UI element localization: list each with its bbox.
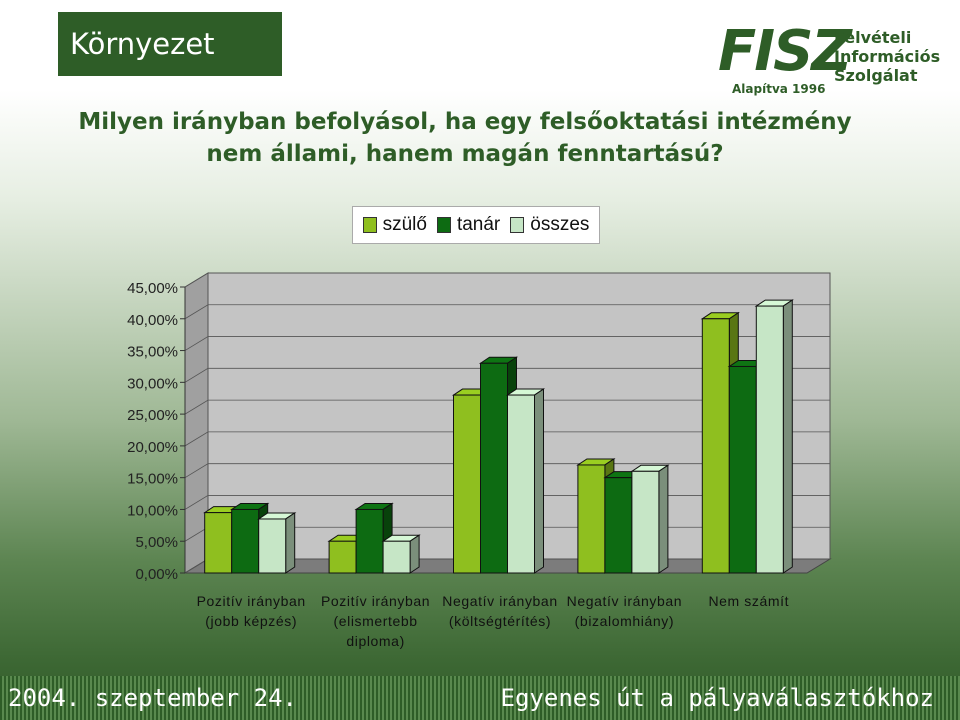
bar-szülő-4	[701, 318, 730, 574]
bar-side	[658, 464, 669, 574]
legend-swatch-tanar	[436, 217, 451, 233]
logo-line-2: Információs	[834, 47, 941, 66]
gridline	[184, 272, 830, 288]
bar-összes-4	[755, 305, 784, 574]
category-label: Negatív irányban	[567, 593, 682, 609]
chart-legend: szülő tanár összes	[352, 206, 600, 244]
y-tick-label: 45,00%	[127, 280, 178, 297]
fisz-logo: FISZ Felvételi Információs Szolgálat Ala…	[718, 19, 940, 102]
logo-founded: Alapítva 1996	[732, 82, 826, 96]
bar-összes-2	[507, 394, 535, 574]
legend-label-osszes: összes	[530, 214, 590, 235]
bar-szülő-1	[328, 540, 357, 574]
category-label: Pozitív irányban	[197, 593, 306, 609]
chart-title-line-1: Milyen irányban befolyásol, ha egy felső…	[78, 109, 852, 135]
chart-title-line-2: nem állami, hanem magán fenntartású?	[206, 141, 724, 167]
legend-label-tanar: tanár	[456, 214, 501, 235]
bar-összes-1	[382, 540, 411, 574]
bar-tanár-1	[355, 508, 384, 574]
category-label: Pozitív irányban	[321, 593, 430, 609]
bar-tanár-0	[231, 508, 260, 574]
bar-side	[409, 534, 420, 574]
footer-slogan: Egyenes út a pályaválasztókhoz	[500, 684, 934, 712]
category-label: Negatív irányban	[442, 593, 557, 609]
bar-tanár-4	[728, 365, 757, 574]
y-tick-label: 0,00%	[135, 566, 178, 583]
gridline	[184, 399, 830, 415]
y-tick-label: 40,00%	[127, 312, 178, 329]
category-label: (elismertebb	[333, 613, 417, 629]
y-tick-label: 5,00%	[135, 534, 178, 551]
bar-side	[534, 388, 544, 574]
category-label: (bizalomhiány)	[575, 613, 674, 629]
bar-tanár-2	[480, 362, 508, 574]
y-tick-label: 30,00%	[127, 375, 178, 392]
y-tick-label: 35,00%	[127, 344, 178, 361]
bar-szülő-2	[453, 394, 481, 574]
y-tick-label: 25,00%	[127, 407, 178, 424]
bar-chart: 0,00% 5,00% 10,00% 15,00% 20,00% 25,00% 30,00%…	[127, 272, 832, 649]
section-header: Környezet	[58, 12, 282, 76]
logo-line-3: Szolgálat	[834, 66, 918, 85]
y-tick-label: 20,00%	[127, 439, 178, 456]
bar-összes-0	[258, 518, 287, 574]
category-label: (jobb képzés)	[205, 613, 297, 629]
chart-title: Milyen irányban befolyásol, ha egy felső…	[30, 106, 900, 170]
gridline	[184, 304, 830, 320]
bar-összes-3	[631, 470, 660, 574]
bar-szülő-3	[577, 464, 606, 574]
category-label: Nem számít	[708, 593, 789, 609]
bar-side	[782, 299, 793, 574]
gridline	[184, 431, 830, 447]
category-label: (költségtérítés)	[449, 613, 551, 629]
logo-text: Felvételi Információs Szolgálat	[834, 28, 940, 85]
legend-item-osszes: összes	[510, 214, 589, 236]
bar-tanár-3	[604, 477, 633, 574]
footer-date: 2004. szeptember 24.	[8, 684, 297, 712]
logo-mark: FISZ	[718, 19, 852, 84]
bar-side	[285, 512, 296, 574]
legend-item-tanar: tanár	[436, 214, 501, 236]
gridline	[184, 463, 830, 479]
legend-swatch-szulo	[362, 217, 377, 233]
footer-bar	[0, 676, 960, 720]
y-tick-label: 15,00%	[127, 471, 178, 488]
bar-szülő-0	[204, 512, 233, 574]
logo-line-1: Felvételi	[834, 28, 912, 47]
legend-swatch-osszes	[510, 217, 525, 233]
gridline	[184, 336, 830, 351]
gridline	[184, 367, 830, 383]
legend-label-szulo: szülő	[382, 214, 427, 235]
legend-item-szulo: szülő	[362, 214, 427, 236]
category-label: diploma)	[346, 633, 405, 649]
y-tick-label: 10,00%	[127, 502, 178, 519]
